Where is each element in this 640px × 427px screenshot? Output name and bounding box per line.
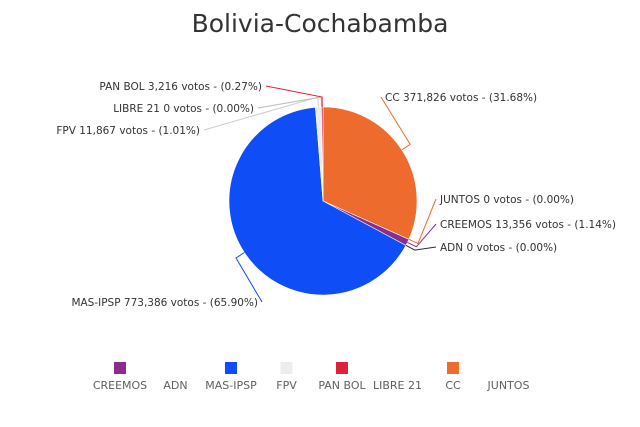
legend-item-pan-bol[interactable]: PAN BOL — [318, 362, 367, 392]
legend-label-juntos: JUNTOS — [487, 379, 530, 392]
pie-slice-pan-bol[interactable] — [321, 106, 324, 202]
legend-item-cc[interactable]: CC — [445, 362, 461, 392]
legend-swatch-pan-bol — [336, 362, 348, 374]
connector-cc — [380, 96, 411, 151]
legend-swatch-adn — [170, 362, 182, 374]
legend-item-juntos[interactable]: JUNTOS — [487, 362, 530, 392]
legend-swatch-creemos — [114, 362, 126, 374]
legend-label-adn: ADN — [163, 379, 187, 392]
labels-layer: CC 371,826 votos - (31.68%) JUNTOS 0 voto… — [56, 81, 616, 309]
pie-slice-mas-ipsp[interactable] — [228, 106, 407, 296]
connector-mas-ipsp — [235, 252, 263, 303]
connector-creemos — [407, 223, 437, 248]
legend-label-fpv: FPV — [276, 379, 297, 392]
legend-item-fpv[interactable]: FPV — [276, 362, 297, 392]
legend-label-mas-ipsp: MAS-IPSP — [205, 379, 257, 392]
data-label-fpv: FPV 11,867 votos - (1.01%) — [56, 125, 200, 137]
connectors-layer — [203, 85, 437, 303]
legend-swatch-cc — [447, 362, 459, 374]
legend-swatch-juntos — [503, 362, 515, 374]
connector-juntos — [408, 198, 437, 245]
legend-swatch-fpv — [280, 362, 293, 374]
legend-swatch-libre-21 — [392, 362, 404, 374]
legend-label-cc: CC — [445, 379, 461, 392]
legend: CREEMOS ADN MAS-IPSP FPV PAN BOL LIBRE 21 CC JU… — [93, 362, 530, 392]
pie-slice-cc[interactable] — [322, 106, 418, 240]
legend-swatch-mas-ipsp — [225, 362, 237, 374]
legend-label-libre-21: LIBRE 21 — [373, 379, 422, 392]
data-label-juntos: JUNTOS 0 votos - (0.00%) — [439, 194, 574, 206]
data-label-libre-21: LIBRE 21 0 votos - (0.00%) — [113, 103, 254, 115]
legend-label-creemos: CREEMOS — [93, 379, 147, 392]
data-label-mas-ipsp: MAS-IPSP 773,386 votos - (65.90%) — [71, 297, 258, 309]
legend-item-mas-ipsp[interactable]: MAS-IPSP — [205, 362, 257, 392]
legend-label-pan-bol: PAN BOL — [318, 379, 366, 392]
data-label-adn: ADN 0 votos - (0.00%) — [440, 242, 557, 254]
connector-adn — [405, 244, 437, 251]
data-label-pan-bol: PAN BOL 3,216 votos - (0.27%) — [99, 81, 262, 93]
connector-libre-21 — [257, 96, 322, 109]
data-label-cc: CC 371,826 votos - (31.68%) — [385, 92, 537, 104]
legend-item-libre-21[interactable]: LIBRE 21 — [373, 362, 422, 392]
data-label-creemos: CREEMOS 13,356 votos - (1.14%) — [440, 219, 616, 231]
legend-item-adn[interactable]: ADN — [163, 362, 187, 392]
slices-layer — [228, 106, 418, 296]
legend-item-creemos[interactable]: CREEMOS — [93, 362, 147, 392]
connector-pan-bol — [265, 85, 323, 108]
chart-title: Bolivia-Cochabamba — [192, 9, 449, 38]
